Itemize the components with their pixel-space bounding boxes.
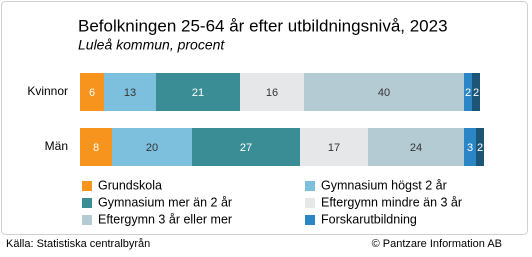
value-label: 24 <box>410 142 422 154</box>
value-label: 2 <box>477 142 483 154</box>
bar-segment <box>464 73 472 111</box>
value-label: 2 <box>465 87 471 99</box>
bar-segment <box>240 73 304 111</box>
y-tick-label: Kvinnor <box>27 84 68 98</box>
bar-segment <box>80 73 104 111</box>
bar-segment <box>472 73 480 111</box>
legend-swatch <box>305 215 315 225</box>
legend-swatch <box>82 198 92 208</box>
value-label: 16 <box>266 87 278 99</box>
bar-segment <box>192 128 300 166</box>
chart-subtitle: Luleå kommun, procent <box>78 37 225 53</box>
y-tick-label: Män <box>45 139 68 153</box>
value-label: 17 <box>328 142 340 154</box>
bar-segment <box>80 128 112 166</box>
legend-swatch <box>305 198 315 208</box>
bar-segment <box>104 73 156 111</box>
value-label: 8 <box>93 142 99 154</box>
legend-swatch <box>305 181 315 191</box>
credit: © Pantzare Information AB <box>372 238 502 250</box>
value-label: 40 <box>378 87 390 99</box>
bar-segment <box>304 73 464 111</box>
legend-label: Gymnasium högst 2 år <box>321 178 447 192</box>
value-label: 20 <box>146 142 158 154</box>
value-label: 27 <box>240 142 252 154</box>
value-label: 21 <box>192 87 204 99</box>
source: Källa: Statistiska centralbyrån <box>6 238 150 250</box>
chart-title: Befolkningen 25-64 år efter utbildningsn… <box>78 16 448 35</box>
bar-segment <box>112 128 192 166</box>
bar-segment <box>464 128 476 166</box>
legend-label: Forskarutbildning <box>321 212 417 226</box>
chart-frame <box>1 1 528 235</box>
bar-segment <box>156 73 240 111</box>
value-label: 3 <box>467 142 473 154</box>
legend-label: Gymnasium mer än 2 år <box>98 195 232 209</box>
legend-swatch <box>82 215 92 225</box>
legend-label: Eftergymn 3 år eller mer <box>98 212 232 226</box>
legend-label: Eftergymn mindre än 3 år <box>321 195 462 209</box>
bar-segment <box>476 128 484 166</box>
legend-label: Grundskola <box>98 178 162 192</box>
bar-segment <box>368 128 464 166</box>
bar-segment <box>300 128 368 166</box>
value-label: 13 <box>124 87 136 99</box>
value-label: 2 <box>473 87 479 99</box>
legend-swatch <box>82 181 92 191</box>
value-label: 6 <box>89 87 95 99</box>
